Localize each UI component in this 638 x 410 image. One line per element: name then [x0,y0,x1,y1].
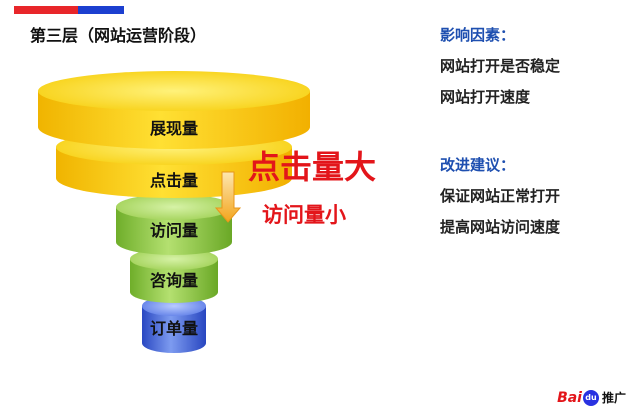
stage-label-clicks: 点击量 [150,171,198,190]
slide-title: 第三层（网站运营阶段） [30,26,207,45]
callout-visits-low: 访问量小 [262,203,346,227]
stage-label-inquiries: 咨询量 [150,271,198,290]
funnel-stage-visits [116,194,232,255]
brand-paw-icon: du [582,389,599,406]
suggestion-item: 保证网站正常打开 [440,187,561,205]
stage-label-visits: 访问量 [150,221,198,240]
callout-clicks-high: 点击量大 [248,148,376,186]
brand-bai-text: Bai [557,389,582,406]
suggestion-item: 提高网站访问速度 [440,218,561,236]
suggestions-panel: 改进建议： 保证网站正常打开 提高网站访问速度 [440,154,630,237]
factors-heading: 影响因素： [440,26,516,44]
down-arrow-icon [214,171,242,223]
accent-bar-blue [78,6,124,14]
factor-item: 网站打开速度 [440,88,531,106]
stage-label-impressions: 展现量 [150,119,198,138]
suggestions-heading: 改进建议： [440,156,516,174]
factors-panel: 影响因素： 网站打开是否稳定 网站打开速度 [440,24,630,107]
factor-item: 网站打开是否稳定 [440,57,561,75]
accent-bar-red [14,6,78,14]
baidu-tuiguang-logo: Bai du 推广 [557,389,626,406]
stage-label-orders: 订单量 [150,319,198,338]
brand-suffix-text: 推广 [601,391,626,405]
funnel-stage-impressions [38,71,310,149]
